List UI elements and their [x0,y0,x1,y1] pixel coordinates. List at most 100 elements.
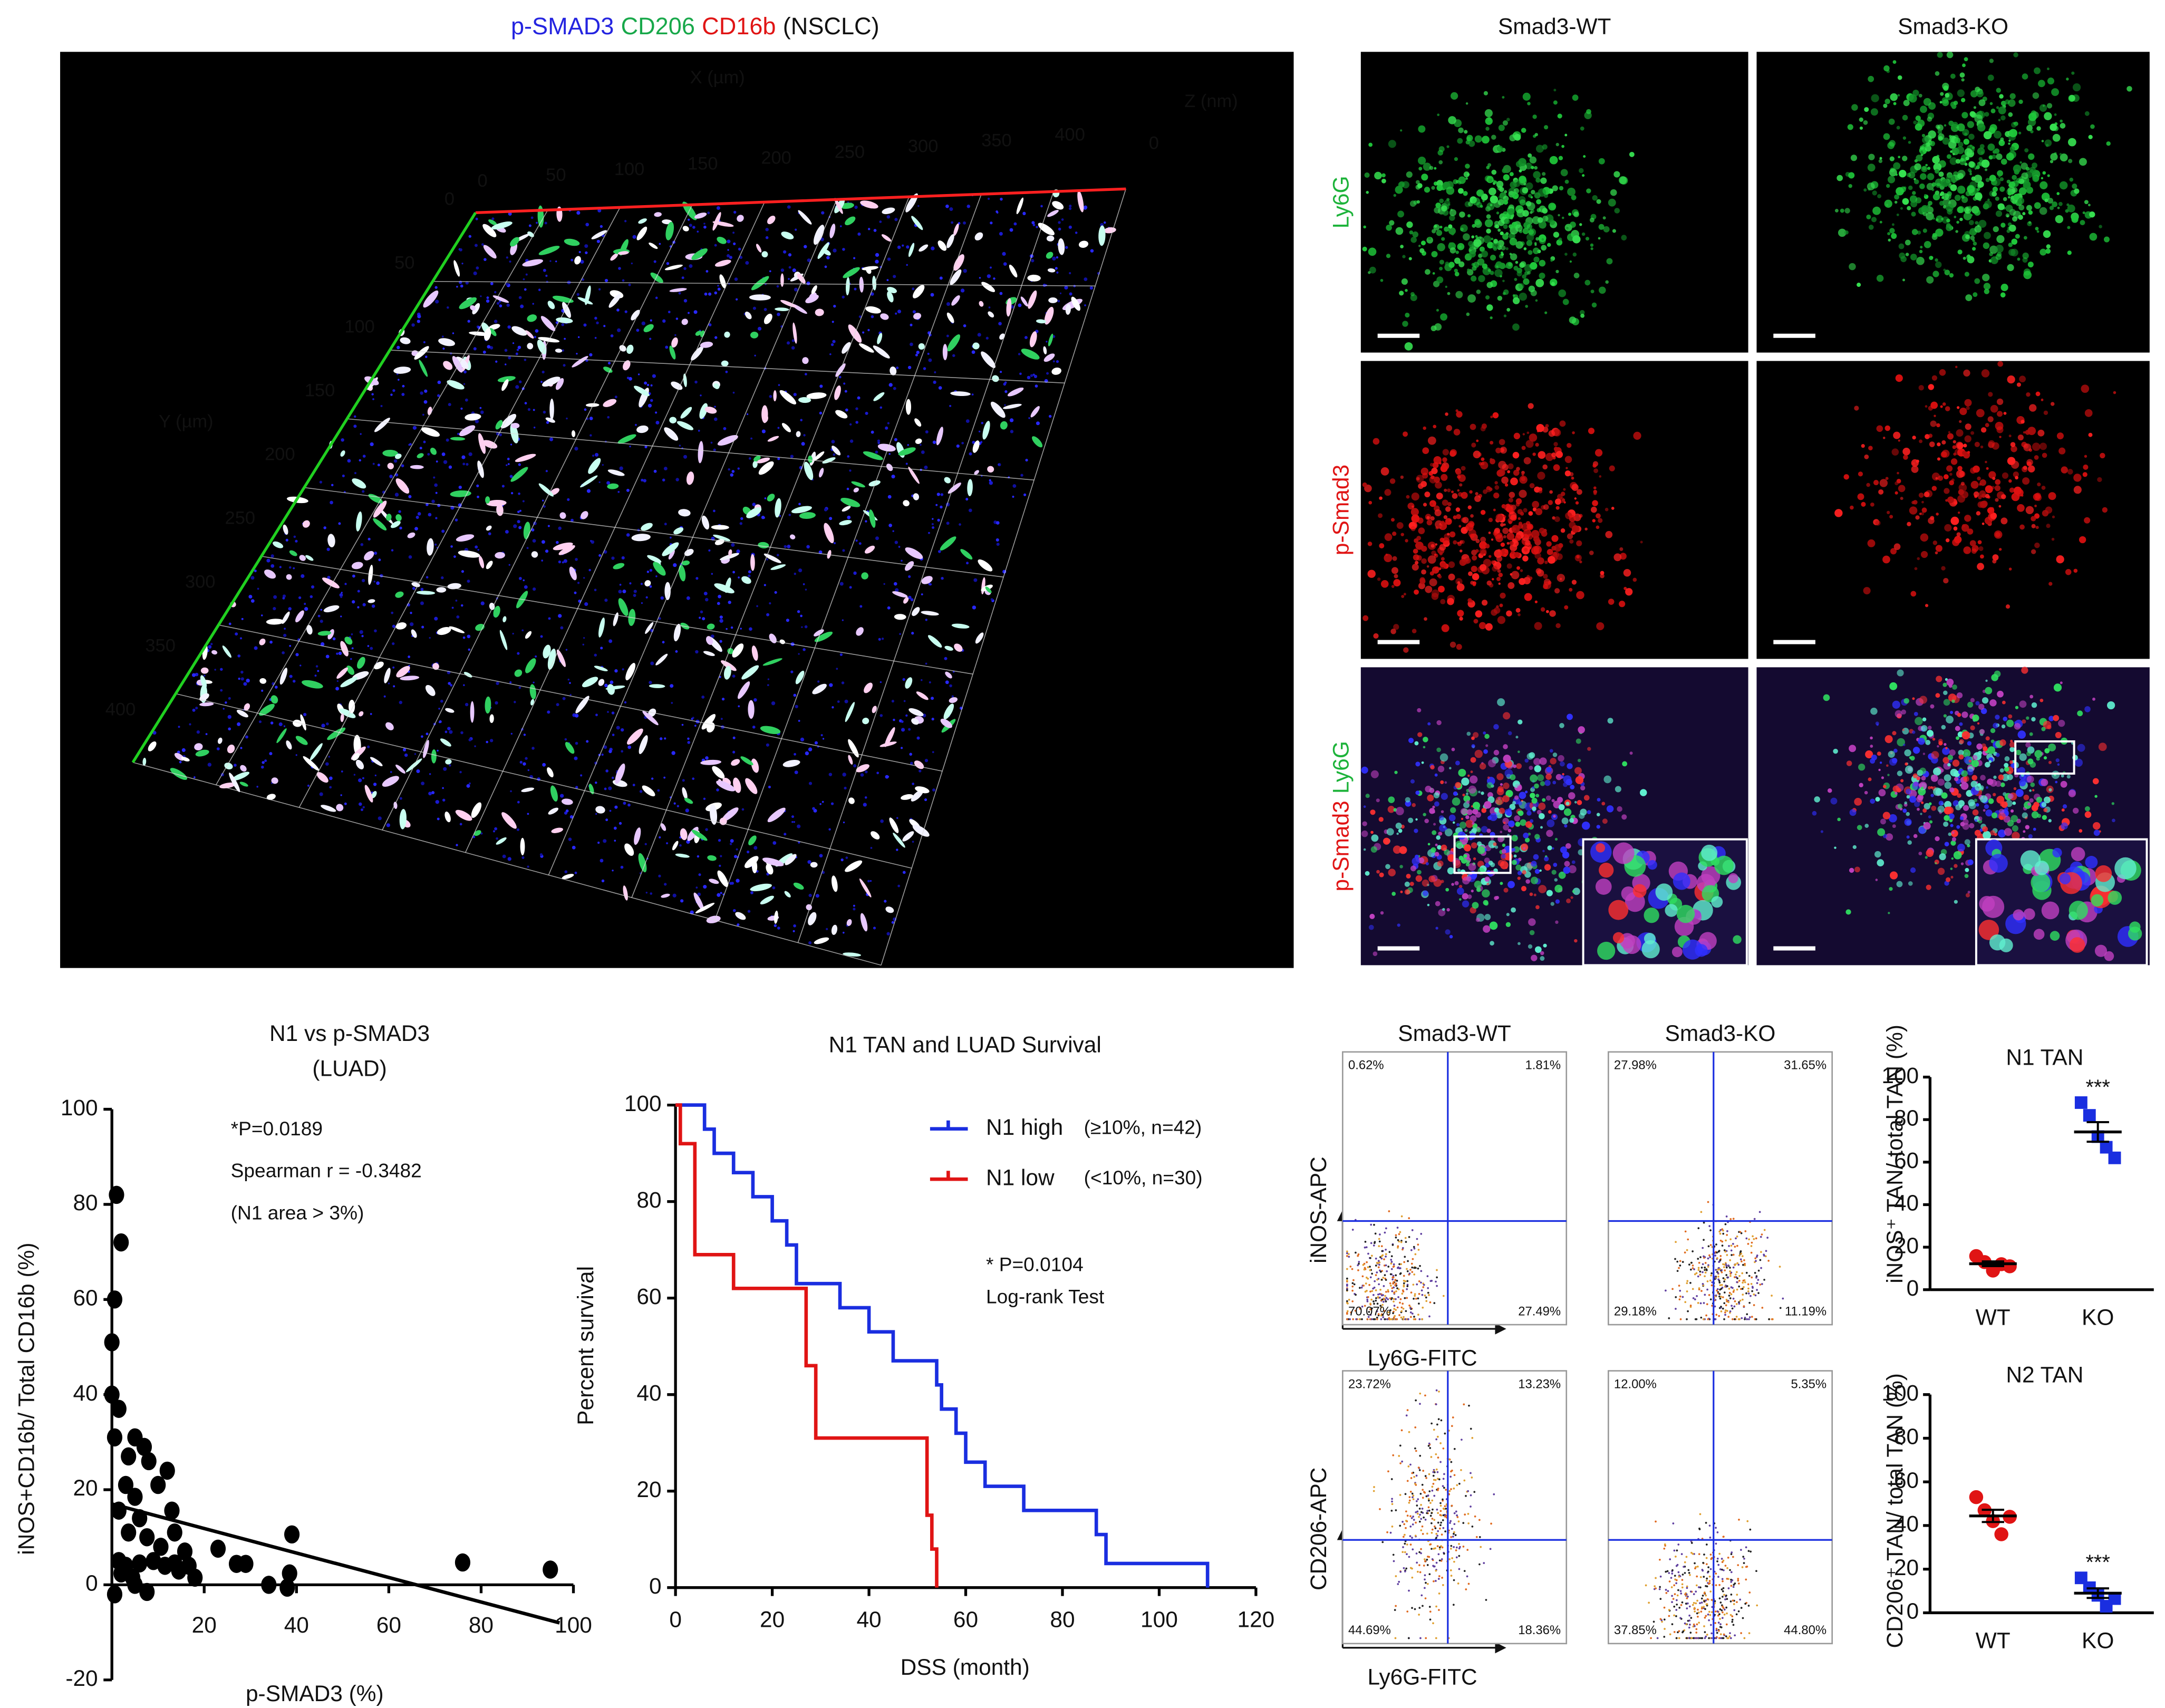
stain-blob [386,514,392,521]
stain-blob [346,665,355,675]
cell-dot [1554,498,1561,505]
cell-dot [1463,233,1470,241]
cell-dot [1465,815,1470,819]
stain-dot [951,221,954,224]
cell-dot [1433,424,1437,429]
cell-dot [1587,747,1591,751]
stain-dot [968,508,972,513]
cell-dot [1501,504,1506,509]
stain-dot [434,300,439,304]
cell-dot [1493,607,1501,614]
stain-dot [248,594,253,599]
stain-dot [600,858,604,863]
cell-dot [1497,698,1505,707]
cell-dot [2027,262,2034,268]
stain-dot [577,582,580,584]
stain-dot [842,773,846,777]
cell-dot [1934,414,1936,417]
cell-dot [1518,801,1522,806]
cell-dot [1528,944,1533,949]
cell-dot [1998,175,2001,178]
cell-dot [1879,479,1888,487]
cell-dot [1995,196,1999,201]
cell-dot [1362,482,1367,487]
cell-dot [1480,205,1483,208]
cell-dot [1953,440,1956,443]
stain-dot [700,394,702,397]
stain-blob [733,777,741,793]
cell-dot [1969,172,1972,176]
stain-blob [631,310,640,321]
cell-dot [1898,169,1907,178]
cell-dot [1938,171,1944,177]
stain-dot [564,337,566,340]
stain-dot [575,713,579,718]
cell-dot [1500,592,1506,599]
cell-dot [2008,139,2011,142]
cell-dot [1438,160,1443,165]
stain-dot [461,455,466,459]
stain-dot [386,823,390,827]
stain-dot [541,559,544,562]
cell-dot [1925,163,1928,167]
cell-dot [1395,807,1404,816]
cell-dot [1399,865,1403,869]
cell-dot [2097,477,2102,483]
stain-blob [382,776,399,787]
stain-dot [732,571,735,574]
cell-dot [1962,63,1966,67]
cell-dot [2035,391,2041,397]
cell-dot [1427,555,1436,564]
stain-dot [506,256,508,259]
cell-dot [1471,889,1474,893]
stain-dot [589,434,592,437]
cell-dot [2065,569,2072,575]
stain-dot [916,351,920,354]
cell-dot [1863,587,1871,595]
stain-dot [639,790,643,793]
cell-dot [1539,273,1545,279]
stain-dot [460,731,463,735]
stain-dot [336,680,339,682]
cell-dot [1526,224,1533,230]
stain-dot [392,624,395,628]
x-tick-label: 0 [478,171,488,191]
cell-dot [1523,457,1531,465]
cell-dot [1433,224,1440,231]
cell-dot [1481,423,1487,429]
stain-blob [693,892,704,911]
stain-blob [682,226,689,231]
cell-dot [1487,242,1494,249]
stain-dot [754,354,756,356]
stain-dot [664,737,666,740]
cell-dot [1485,744,1489,747]
stain-blob [473,830,481,836]
stain-dot [338,651,342,655]
stain-dot [456,615,460,619]
stain-dot [888,453,891,455]
cell-dot [1459,616,1463,621]
stain-dot [510,732,513,735]
cell-dot [1439,544,1446,551]
cell-dot [1533,256,1540,263]
stain-dot [650,892,653,895]
stain-blob [571,430,576,438]
stain-dot [1065,246,1068,249]
cell-dot [1513,854,1517,858]
cell-dot [1541,247,1544,250]
cell-dot [1882,555,1890,564]
cell-dot [1560,528,1565,533]
stain-blob [694,213,707,219]
stain-blob [781,231,794,239]
cell-dot [1405,797,1410,803]
stain-dot [357,590,360,593]
stain-dot [360,543,364,546]
stain-dot [732,750,736,754]
stain-dot [374,774,376,777]
stain-blob [762,658,782,666]
stain-dot [447,727,451,730]
cell-dot [1840,208,1844,213]
cell-dot [1528,525,1532,529]
stain-blob [892,591,908,598]
cell-dot [1368,271,1371,274]
